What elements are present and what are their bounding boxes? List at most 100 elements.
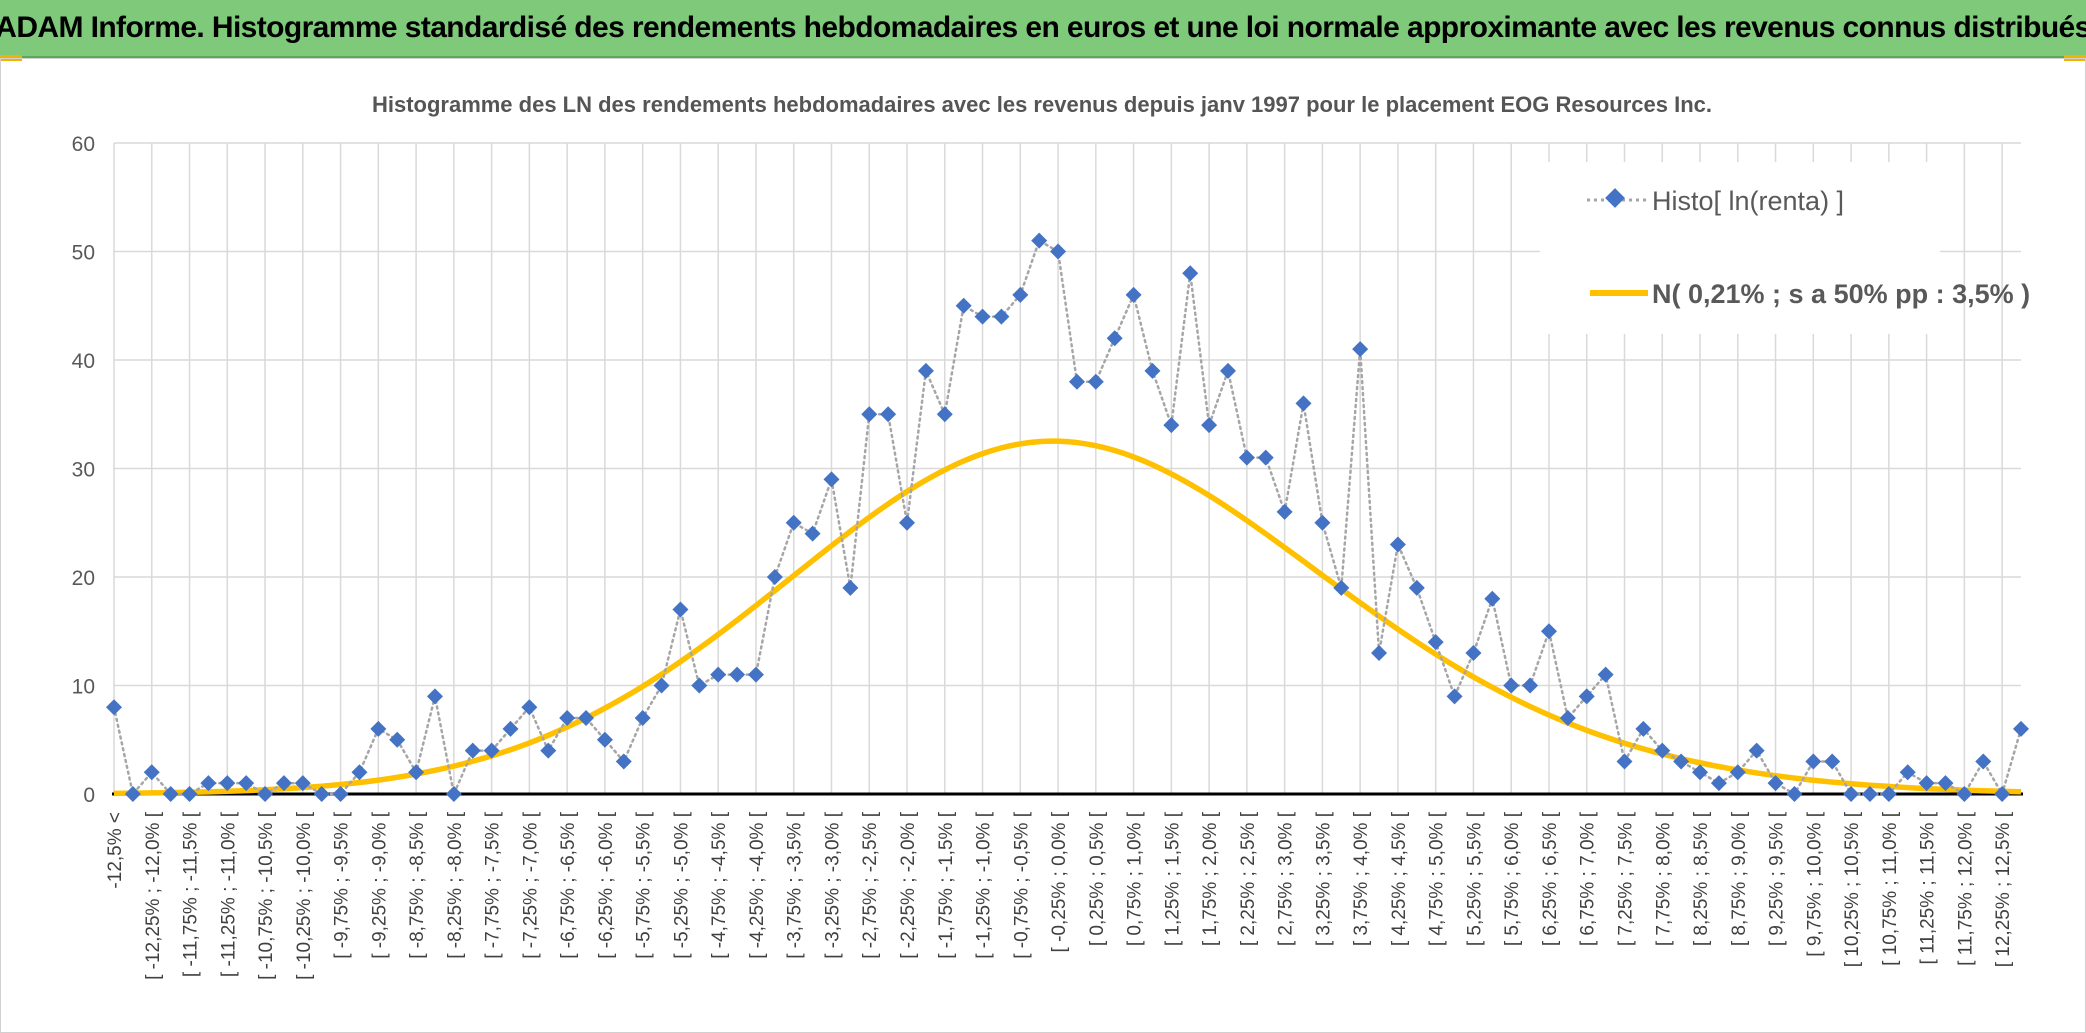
- histogram-point: [1219, 362, 1236, 379]
- histogram-point: [1748, 742, 1765, 759]
- x-tick-label: [ 8,25% ; 8,5% [: [1691, 811, 1712, 946]
- histogram-point: [880, 406, 897, 423]
- x-tick-label: [ -5,25% ; -5,0% [: [671, 811, 692, 959]
- histogram-point: [1031, 232, 1048, 249]
- histogram-point: [408, 764, 425, 781]
- histogram-point: [955, 297, 972, 314]
- histogram-point: [106, 699, 122, 716]
- histogram-point: [1522, 677, 1539, 694]
- histogram-point: [275, 775, 292, 792]
- histogram-point: [200, 775, 217, 792]
- x-tick-label: [ 7,75% ; 8,0% [: [1653, 811, 1674, 946]
- x-tick-label: -12,5% <: [105, 812, 126, 889]
- histogram-point: [1182, 265, 1199, 282]
- x-tick-label: [ 1,75% ; 2,0% [: [1200, 811, 1221, 946]
- chart-title: Histogramme des LN des rendements hebdom…: [372, 92, 1712, 117]
- y-axis-ticks: 0 10 20 30 40 50 60: [72, 133, 95, 807]
- histogram-point: [1257, 449, 1274, 466]
- x-tick-label: [ -6,25% ; -6,0% [: [596, 811, 617, 959]
- x-tick-label: [ 1,25% ; 1,5% [: [1162, 811, 1183, 946]
- histogram-point: [464, 742, 481, 759]
- histogram-point: [1106, 330, 1123, 347]
- x-axis-ticks: -12,5% < [ -12,25% ; -12,0% [[ -11,75% ; …: [105, 811, 2014, 980]
- histogram-point: [559, 710, 576, 727]
- histogram-point: [1540, 623, 1557, 640]
- histogram-point: [993, 308, 1010, 325]
- histogram-point: [804, 525, 821, 542]
- histogram-point: [1276, 503, 1293, 520]
- histogram-point: [672, 601, 689, 618]
- x-tick-label: [ -6,75% ; -6,5% [: [558, 811, 579, 959]
- x-tick-label: [ -1,75% ; -1,5% [: [936, 811, 957, 959]
- x-tick-label: [ -2,25% ; -2,0% [: [898, 811, 919, 959]
- x-tick-label: [ 10,25% ; 10,5% [: [1842, 811, 1863, 967]
- x-tick-label: [ -4,25% ; -4,0% [: [747, 811, 768, 959]
- histogram-point: [615, 753, 632, 770]
- histogram-point: [1729, 764, 1746, 781]
- histogram-point: [823, 471, 840, 488]
- histogram-point: [238, 775, 255, 792]
- histogram-point: [1786, 786, 1803, 802]
- histogram-point: [1635, 720, 1652, 737]
- histogram-point: [219, 775, 236, 792]
- x-tick-label: [ -10,75% ; -10,5% [: [256, 811, 277, 980]
- histogram-point: [313, 786, 330, 802]
- histogram-point: [1994, 786, 2011, 802]
- histogram-point: [596, 731, 613, 748]
- histogram-point: [1710, 775, 1727, 792]
- x-tick-label: [ 10,75% ; 11,0% [: [1880, 811, 1901, 966]
- histogram-point: [653, 677, 670, 694]
- histogram-point: [2013, 720, 2029, 737]
- y-tick-label: 50: [72, 242, 95, 265]
- x-tick-label: [ 11,25% ; 11,5% [: [1918, 811, 1939, 964]
- histogram-point: [1068, 373, 1085, 390]
- histogram-point: [634, 710, 651, 727]
- histogram-point: [1654, 742, 1671, 759]
- histogram-point: [1314, 514, 1331, 531]
- histogram-point: [1163, 417, 1180, 434]
- histogram-point: [1144, 362, 1161, 379]
- x-tick-label: [ -1,25% ; -1,0% [: [974, 811, 995, 959]
- histogram-point: [1465, 644, 1482, 661]
- x-tick-label: [ -8,25% ; -8,0% [: [445, 811, 466, 959]
- normal-curve: [113, 438, 2022, 797]
- x-tick-label: [ -4,75% ; -4,5% [: [709, 811, 730, 959]
- histogram-point: [294, 775, 311, 792]
- report-title: ADAM Informe. Histogramme standardisé de…: [0, 11, 2086, 44]
- histogram-point: [1389, 536, 1406, 553]
- y-tick-label: 0: [83, 784, 95, 807]
- histogram-point: [445, 786, 462, 802]
- histogram-point: [143, 764, 160, 781]
- x-tick-label: [ 2,25% ; 2,5% [: [1238, 811, 1259, 946]
- histogram-point: [1050, 243, 1067, 260]
- x-tick-label: [ -9,25% ; -9,0% [: [369, 811, 390, 959]
- x-tick-label: [ 12,25% ; 12,5% [: [1993, 811, 2014, 967]
- histogram-point: [1352, 341, 1369, 358]
- histogram-point: [861, 406, 878, 423]
- x-tick-label: [ -12,25% ; -12,0% [: [143, 811, 164, 980]
- histogram-point: [1692, 764, 1709, 781]
- histogram-point: [1333, 579, 1350, 596]
- normal-curve-layer: [113, 438, 2022, 797]
- legend-background: [1540, 162, 1940, 334]
- histogram-point: [1899, 764, 1916, 781]
- histogram-point: [710, 666, 727, 683]
- histogram-point: [1937, 775, 1954, 792]
- histogram-point: [1238, 449, 1255, 466]
- x-tick-label: [ 6,25% ; 6,5% [: [1540, 811, 1561, 946]
- histogram-point: [1918, 775, 1935, 792]
- x-tick-label: [ -10,25% ; -10,0% [: [294, 811, 315, 980]
- x-tick-label: [ 8,75% ; 9,0% [: [1729, 811, 1750, 946]
- x-tick-label: [ 5,75% ; 6,0% [: [1502, 811, 1523, 946]
- histogram-point: [1956, 786, 1973, 802]
- histogram-point: [1767, 775, 1784, 792]
- x-tick-label: [ -5,75% ; -5,5% [: [634, 811, 655, 959]
- histogram-point: [1125, 286, 1142, 303]
- legend-histo-label: Histo[ ln(renta) ]: [1652, 186, 1844, 216]
- legend-histo-marker: [1605, 188, 1625, 208]
- x-tick-label: [ -11,25% ; -11,0% [: [218, 811, 239, 977]
- histogram-point: [1616, 753, 1633, 770]
- histogram-point: [1824, 753, 1841, 770]
- x-tick-label: [ 3,75% ; 4,0% [: [1351, 811, 1372, 946]
- x-tick-label: [ 7,25% ; 7,5% [: [1615, 811, 1636, 946]
